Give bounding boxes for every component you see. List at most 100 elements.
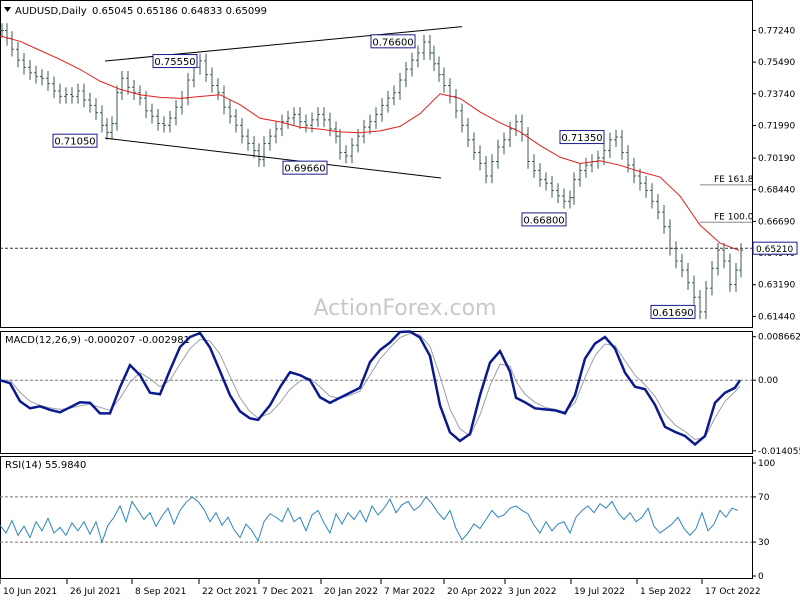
price-bar — [472, 132, 476, 160]
price-bar — [460, 103, 464, 133]
x-tick-label: 19 Jul 2022 — [574, 587, 625, 597]
price-bar — [316, 107, 320, 128]
price-bar — [216, 78, 220, 100]
price-bar — [234, 109, 238, 133]
price-bar — [502, 132, 506, 155]
price-bar — [698, 289, 702, 320]
price-annotation-box — [650, 304, 696, 319]
price-bar — [292, 107, 296, 126]
x-tick-label: 10 Jun 2021 — [3, 587, 57, 597]
price-bar — [556, 183, 560, 204]
rsi-title: RSI(14) 55.9840 — [5, 460, 86, 471]
price-annotation-box — [282, 160, 328, 175]
macd-tick-label: -0.014055 — [758, 447, 800, 457]
price-bar — [680, 253, 684, 278]
price-bar — [82, 83, 86, 108]
price-bar — [210, 67, 214, 93]
price-bar — [280, 114, 284, 137]
price-panel-frame — [0, 0, 753, 328]
price-bar — [650, 183, 654, 209]
price-bar — [614, 129, 618, 148]
price-bar — [46, 71, 50, 91]
price-bar — [344, 145, 348, 164]
price-bar — [722, 242, 726, 269]
price-bar — [174, 99, 178, 126]
price-bar — [240, 118, 244, 144]
price-bar — [686, 262, 690, 290]
price-bar — [432, 45, 436, 72]
price-bar — [70, 87, 74, 104]
price-bar — [644, 175, 648, 198]
price-bar — [490, 154, 494, 184]
trendline — [104, 137, 442, 179]
price-bar — [304, 114, 308, 133]
price-bar — [110, 116, 114, 140]
rsi-tick-label: 0 — [758, 572, 764, 582]
price-bar — [568, 190, 572, 209]
price-bar — [156, 109, 160, 131]
price-bar — [64, 87, 68, 104]
macd-panel-frame — [0, 331, 753, 454]
price-bar — [710, 261, 714, 296]
price-bar — [138, 85, 142, 106]
price-bar — [22, 52, 26, 75]
fib-label: FE 161.8 — [714, 175, 754, 185]
price-bar — [728, 253, 732, 292]
price-bar — [478, 145, 482, 171]
macd-layer: 0.008662 0.00 -0.014055 — [0, 330, 800, 457]
price-bar — [398, 72, 402, 100]
price-bar — [704, 280, 708, 320]
x-tick-label: 8 Sep 2021 — [135, 587, 186, 597]
price-bar — [404, 61, 408, 88]
price-bar — [257, 143, 261, 167]
macd-signal-line — [0, 332, 741, 440]
price-bar — [100, 105, 104, 133]
price-bar — [0, 23, 4, 38]
price-bar — [734, 262, 738, 292]
x-tick-label: 3 Jun 2022 — [508, 587, 556, 597]
price-bar — [578, 163, 582, 187]
macd-tick-label: 0.00 — [758, 376, 778, 386]
price-bar — [496, 139, 500, 169]
price-bar — [362, 119, 366, 144]
price-bar — [228, 99, 232, 124]
price-bar — [322, 107, 326, 128]
price-bar — [338, 128, 342, 160]
fib-label: FE 100.0 — [714, 212, 754, 222]
price-bar — [274, 121, 278, 144]
symbol-label: AUDUSD,Daily — [15, 6, 87, 17]
macd-line — [0, 330, 742, 447]
price-bar — [538, 163, 542, 187]
price-bar — [298, 107, 302, 129]
price-bar — [94, 98, 98, 120]
price-bar — [416, 45, 420, 68]
collapse-triangle-icon[interactable] — [4, 7, 11, 12]
price-bar — [268, 128, 272, 151]
price-bar — [162, 116, 166, 133]
price-layer: 0.77240 0.75490 0.73740 0.71990 0.70190 0.684… — [0, 23, 798, 322]
price-bar — [544, 172, 548, 191]
price-bar — [34, 65, 38, 84]
price-tick-label: 0.61440 — [758, 312, 795, 322]
price-bar — [115, 85, 119, 131]
price-bar — [428, 34, 432, 61]
price-bar — [198, 53, 202, 75]
x-tick-label: 1 Sep 2022 — [640, 587, 691, 597]
price-bar — [550, 175, 554, 198]
price-tick-label: 0.63190 — [758, 281, 795, 291]
current-price-label: 0.65210 — [756, 245, 793, 255]
price-bar — [374, 107, 378, 129]
price-bar — [168, 110, 172, 133]
price-bar — [328, 112, 332, 137]
x-tick-label: 7 Mar 2022 — [384, 587, 435, 597]
price-bar — [410, 52, 414, 77]
price-tick-label: 0.73740 — [758, 90, 795, 100]
price-bar — [656, 194, 660, 220]
price-bar — [334, 121, 338, 144]
price-bar — [252, 136, 256, 158]
rsi-line — [0, 496, 739, 544]
price-tick-label: 0.75490 — [758, 58, 795, 68]
x-axis: 10 Jun 2021 26 Jul 2021 8 Sep 2021 22 Oct 2… — [0, 579, 761, 597]
price-bar — [380, 98, 384, 122]
